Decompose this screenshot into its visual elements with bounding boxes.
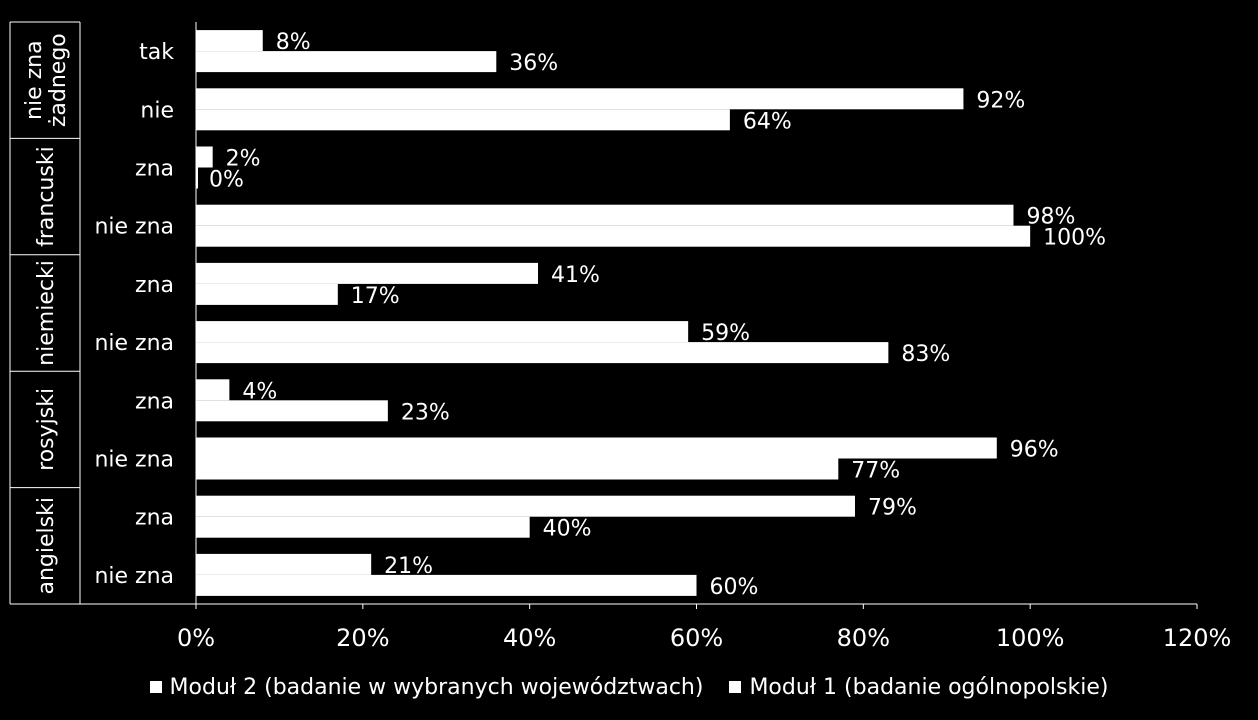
group-label-line: nie zna (22, 40, 47, 120)
bar-series-2 (196, 400, 388, 422)
category-label: zna (135, 389, 174, 414)
data-label: 77% (851, 459, 900, 484)
data-label: 41% (551, 263, 600, 288)
data-label: 4% (242, 379, 277, 404)
bar-series-1 (196, 262, 539, 284)
bar-series-2 (196, 51, 497, 73)
data-label: 23% (401, 400, 450, 425)
data-label: 79% (868, 496, 917, 521)
legend-label-modul-1: Moduł 1 (badanie ogólnopolskie) (749, 674, 1109, 700)
bar-series-1 (196, 379, 230, 401)
category-label: zna (135, 506, 174, 531)
group-label-line: francuski (34, 146, 59, 247)
bar-series-1 (196, 495, 855, 517)
category-label: nie (140, 98, 174, 123)
data-label: 96% (1010, 438, 1059, 463)
data-label: 64% (743, 109, 792, 134)
data-label: 98% (1026, 205, 1075, 230)
group-label: francuski (34, 146, 59, 247)
bar-series-2 (196, 516, 530, 538)
data-label: 83% (901, 342, 950, 367)
legend-item-modul-2: Moduł 2 (badanie w wybranych województwa… (149, 674, 704, 700)
legend-swatch-modul-2 (149, 681, 162, 693)
data-label: 36% (509, 51, 558, 76)
group-label-line: angielski (34, 497, 59, 594)
category-label: nie zna (94, 564, 174, 589)
x-tick-label: 120% (1163, 624, 1232, 652)
group-label: angielski (34, 497, 59, 594)
group-label-line: żadnego (46, 33, 71, 127)
bar-series-1 (196, 321, 689, 343)
category-label: zna (135, 273, 174, 298)
data-label: 17% (351, 284, 400, 309)
group-label: nie znażadnego (22, 33, 71, 127)
x-tick-label: 100% (996, 624, 1065, 652)
x-tick-label: 0% (177, 624, 215, 652)
group-label: rosyjski (34, 388, 59, 471)
bar-series-2 (196, 458, 839, 480)
group-label: niemiecki (34, 260, 59, 366)
legend: Moduł 2 (badanie w wybranych województwa… (0, 672, 1258, 702)
category-label: nie zna (94, 448, 174, 473)
bar-series-2 (196, 283, 338, 305)
bar-series-2 (196, 574, 697, 596)
x-tick-label: 40% (503, 624, 556, 652)
bar-series-2 (196, 109, 730, 131)
group-label-line: niemiecki (34, 260, 59, 366)
category-label: nie zna (94, 215, 174, 240)
bar-series-1 (196, 146, 213, 168)
legend-label-modul-2: Moduł 2 (badanie w wybranych województwa… (169, 674, 704, 700)
x-tick-label: 20% (336, 624, 389, 652)
data-label: 100% (1043, 226, 1106, 251)
data-label: 60% (710, 575, 759, 600)
x-tick-label: 60% (670, 624, 723, 652)
data-label: 40% (543, 517, 592, 542)
category-label: nie zna (94, 331, 174, 356)
data-label: 59% (701, 321, 750, 346)
bar-series-1 (196, 88, 964, 110)
group-label-line: rosyjski (34, 388, 59, 471)
bar-series-2 (196, 225, 1031, 247)
data-label: 2% (226, 147, 261, 172)
x-tick-label: 80% (837, 624, 890, 652)
data-label: 92% (976, 88, 1025, 113)
bar-series-2 (196, 342, 889, 364)
data-label: 8% (276, 30, 311, 55)
bar-series-1 (196, 204, 1014, 226)
bar-series-1 (196, 437, 997, 459)
bar-series-1 (196, 30, 263, 52)
bar-series-1 (196, 553, 372, 575)
data-label: 0% (209, 168, 244, 193)
category-label: tak (139, 40, 174, 65)
data-label: 21% (384, 554, 433, 579)
category-label: zna (135, 157, 174, 182)
legend-swatch-modul-1 (729, 681, 742, 693)
legend-item-modul-1: Moduł 1 (badanie ogólnopolskie) (729, 675, 1108, 700)
